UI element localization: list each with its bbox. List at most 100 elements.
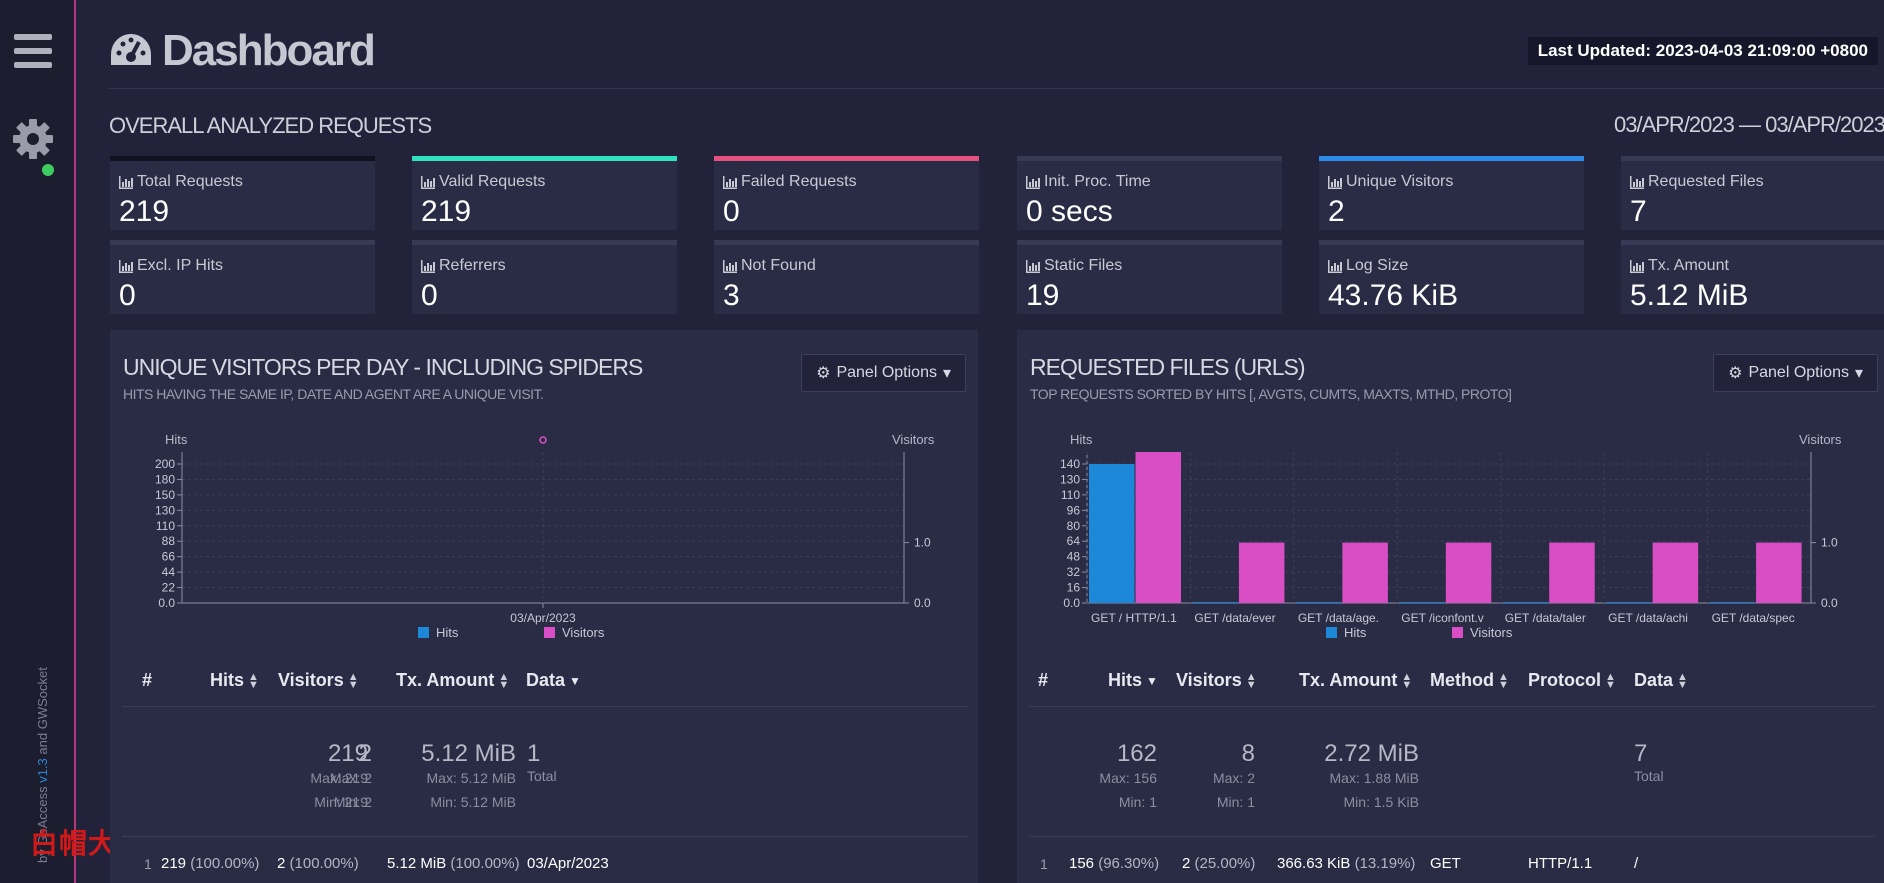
bar-chart-icon <box>1026 175 1040 189</box>
stat-label: Tx. Amount <box>1630 257 1729 275</box>
visitors-panel: UNIQUE VISITORS PER DAY - INCLUDING SPID… <box>110 330 978 883</box>
stat-label: Total Requests <box>119 173 243 191</box>
stat-value: 19 <box>1026 279 1060 312</box>
bar-chart-icon <box>1328 259 1342 273</box>
x-tick-label: GET /data/taler <box>1505 611 1586 625</box>
panel-options-button[interactable]: ⚙ Panel Options ▾ <box>801 354 966 392</box>
y-tick-label: 110 <box>1061 488 1080 502</box>
panel-options-label: Panel Options <box>1748 364 1849 381</box>
visitors-bar <box>1342 542 1388 603</box>
summary-data: 7 Total <box>1634 740 1664 786</box>
gear-icon[interactable] <box>12 118 54 160</box>
stat-label: Static Files <box>1026 257 1122 275</box>
visitors-bar <box>1652 542 1699 603</box>
th-visitors[interactable]: Visitors ▲ ▼ <box>278 670 359 691</box>
th-num[interactable]: # <box>1038 670 1049 690</box>
visitors-bar <box>1756 542 1802 603</box>
panel-options-label: Panel Options <box>836 364 937 381</box>
sort-icon: ▲ ▼ <box>1401 670 1413 691</box>
summary-data-total: Total <box>527 768 557 784</box>
legend-visitors-swatch <box>544 627 555 638</box>
caret-down-icon: ▼ <box>569 673 581 688</box>
legend-visitors-swatch <box>1452 627 1463 638</box>
summary-tx-min: Min: 5.12 MiB <box>430 794 516 810</box>
hits-bar <box>1502 602 1549 604</box>
stat-card: Requested Files 7 <box>1621 156 1884 230</box>
stat-card: Static Files 19 <box>1017 240 1282 314</box>
th-hits[interactable]: Hits ▼ <box>1108 670 1158 690</box>
sort-icon: ▲ ▼ <box>1245 670 1257 691</box>
stat-label: Excl. IP Hits <box>119 257 223 275</box>
summary-hits-max: Max: 156 <box>1099 770 1157 786</box>
stat-card: Init. Proc. Time 0 secs <box>1017 156 1282 230</box>
y-tick-label: 150 <box>155 488 175 502</box>
stat-label: Not Found <box>723 257 816 275</box>
stat-value: 5.12 MiB <box>1630 279 1749 312</box>
page-title: Dashboard <box>108 26 376 76</box>
sort-icon: ▲ ▼ <box>347 670 359 691</box>
summary-visitors-max: Max: 2 <box>1212 770 1255 786</box>
th-num[interactable]: # <box>142 670 153 690</box>
gear-icon: ⚙ <box>816 365 831 382</box>
summary-data-total: Total <box>1634 768 1664 784</box>
summary-data: 1 Total <box>527 740 557 786</box>
legend-hits-swatch <box>1326 627 1337 638</box>
visitors-chart: Hits Visitors200180150130110886644220.01.… <box>155 432 935 640</box>
visitors-point <box>539 436 547 444</box>
menu-icon[interactable] <box>14 34 52 68</box>
bar-chart-icon <box>1630 259 1644 273</box>
hits-bar <box>1399 602 1445 604</box>
y2-tick-label: 0.0 <box>914 596 931 610</box>
bar-chart-icon <box>119 175 133 189</box>
th-tx-amount[interactable]: Tx. Amount ▲ ▼ <box>396 670 510 691</box>
bar-chart-icon <box>723 175 737 189</box>
legend-hits-swatch <box>418 627 429 638</box>
summary-visitors: 2 <box>358 740 372 767</box>
stat-card: Failed Requests 0 <box>714 156 979 230</box>
caret-down-icon: ▾ <box>1854 365 1863 382</box>
y-tick-label: 96 <box>1067 503 1081 517</box>
files-chart: Hits Visitors1401301109680644832160.01.00… <box>1060 432 1842 640</box>
bar-chart-icon <box>421 175 435 189</box>
legend-visitors-label: Visitors <box>562 625 605 640</box>
panel-options-button[interactable]: ⚙ Panel Options ▾ <box>1713 354 1878 392</box>
summary-visitors-min: Min: 2 <box>333 794 372 810</box>
th-visitors[interactable]: Visitors ▲ ▼ <box>1176 670 1257 691</box>
th-data[interactable]: Data ▼ <box>526 670 581 690</box>
sidebar: by GoAccess v1.3 and GWSocket <box>0 0 76 883</box>
caret-down-icon: ▼ <box>1146 673 1158 688</box>
row-protocol: HTTP/1.1 <box>1528 855 1593 872</box>
visitors-bar <box>1135 452 1182 603</box>
th-protocol[interactable]: Protocol ▲ ▼ <box>1528 670 1616 691</box>
bar-chart-icon <box>421 259 435 273</box>
th-data[interactable]: Data ▲ ▼ <box>1634 670 1688 691</box>
summary-hits-max: Max: 219 <box>310 770 368 786</box>
x-tick-label: GET /data/ever <box>1194 611 1275 625</box>
y-tick-label: 48 <box>1067 550 1081 564</box>
credits-and: and <box>35 729 50 759</box>
th-hits[interactable]: Hits ▲ ▼ <box>210 670 259 691</box>
last-updated-value: 2023-04-03 21:09:00 +0800 <box>1655 41 1868 60</box>
summary-hits: 162 <box>1116 740 1157 767</box>
stat-label: Init. Proc. Time <box>1026 173 1151 191</box>
gear-icon: ⚙ <box>1728 365 1743 382</box>
table-divider <box>1029 706 1875 707</box>
row-method: GET <box>1430 855 1461 872</box>
th-method[interactable]: Method ▲ ▼ <box>1430 670 1509 691</box>
y-tick-label: 130 <box>155 503 175 517</box>
summary-visitors: 8 <box>1241 740 1255 767</box>
stat-card: Excl. IP Hits 0 <box>110 240 375 314</box>
summary-data-count: 1 <box>527 740 541 767</box>
summary-tx: 2.72 MiB <box>1324 740 1419 767</box>
y-tick-label: 200 <box>155 457 175 471</box>
stat-card: Referrers 0 <box>412 240 677 314</box>
credits-socket[interactable]: GWSocket <box>35 667 50 730</box>
y-tick-label: 32 <box>1067 565 1081 579</box>
stat-label: Referrers <box>421 257 506 275</box>
summary-data-count: 7 <box>1634 740 1648 767</box>
row-tx: 5.12 MiB (100.00%) <box>387 855 520 872</box>
panel-subtitle: HITS HAVING THE SAME IP, DATE AND AGENT … <box>123 386 544 402</box>
th-tx-amount[interactable]: Tx. Amount ▲ ▼ <box>1299 670 1413 691</box>
credits-version[interactable]: v1.3 <box>35 758 50 783</box>
legend-hits-label: Hits <box>1344 625 1367 640</box>
